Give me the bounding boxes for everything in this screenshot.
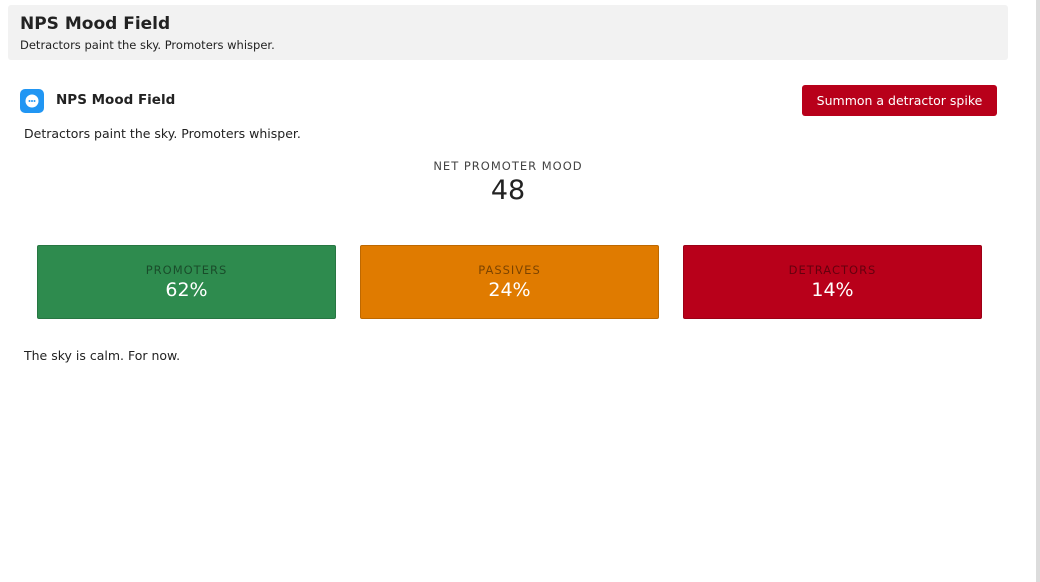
header-subtitle: Detractors paint the sky. Promoters whis… [20,38,275,52]
tile-value: 14% [811,279,854,301]
spike-button[interactable]: Summon a detractor spike [802,85,997,116]
metric-label: NET PROMOTER MOOD [433,159,583,173]
segment-tile: PROMOTERS 62% [37,245,336,319]
scrollbar [1036,0,1040,582]
tile-label: DETRACTORS [788,263,877,277]
header: NPS Mood Field Detractors paint the sky.… [8,5,1008,60]
segment-tile: PASSIVES 24% [360,245,659,319]
card-title: NPS Mood Field [56,92,176,108]
card-description: Detractors paint the sky. Promoters whis… [24,126,301,141]
status: The sky is calm. For now. [24,348,181,363]
card-icon [20,89,44,113]
header-title: NPS Mood Field [20,14,171,34]
tile-value: 62% [165,279,208,301]
segment-tile: DETRACTORS 14% [683,245,982,319]
tile-label: PROMOTERS [145,263,228,277]
metric-value: 48 [490,175,526,206]
tile-value: 24% [488,279,531,301]
tile-label: PASSIVES [478,263,541,277]
